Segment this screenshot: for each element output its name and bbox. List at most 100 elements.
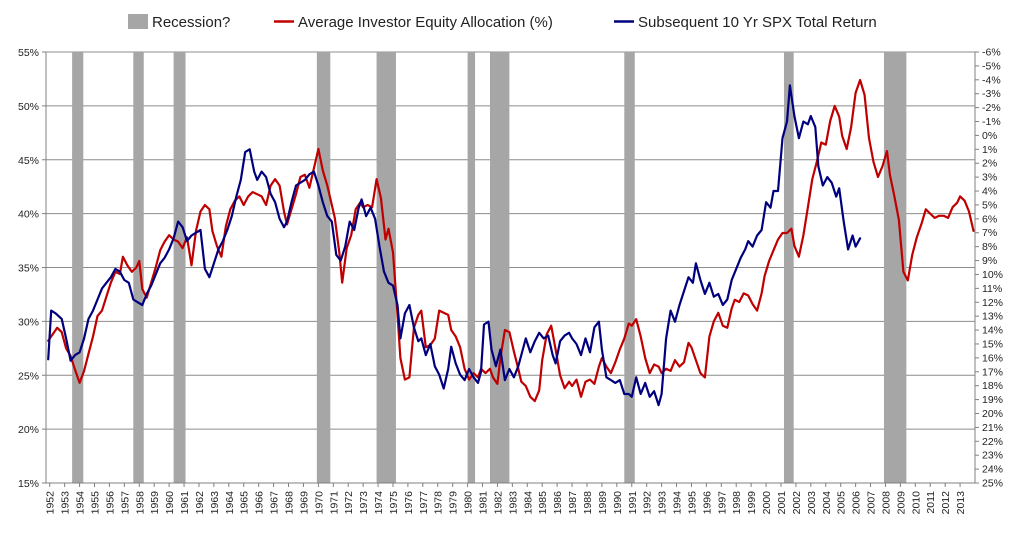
x-tick-label: 2001 xyxy=(776,491,788,515)
right-tick-label: -1% xyxy=(982,116,1001,128)
x-tick-label: 1995 xyxy=(686,491,698,515)
recession-band xyxy=(883,52,907,483)
x-tick-label: 1953 xyxy=(60,491,72,515)
x-tick-label: 2005 xyxy=(836,491,848,515)
x-tick-label: 1961 xyxy=(179,491,191,515)
right-tick-label: 18% xyxy=(982,380,1003,392)
x-tick-label: 2008 xyxy=(880,491,892,515)
right-tick-label: 0% xyxy=(982,130,997,142)
x-tick-label: 1989 xyxy=(597,491,609,515)
right-tick-label: 10% xyxy=(982,269,1003,281)
x-tick-label: 1991 xyxy=(627,491,639,515)
x-tick-label: 1999 xyxy=(746,491,758,515)
right-tick-label: 1% xyxy=(982,144,997,156)
legend-item: Recession? xyxy=(128,14,230,31)
x-tick-label: 1952 xyxy=(45,491,57,515)
left-tick-label: 35% xyxy=(18,263,39,275)
x-tick-label: 1973 xyxy=(358,491,370,515)
x-tick-label: 1957 xyxy=(119,491,131,515)
x-tick-label: 1966 xyxy=(254,491,266,515)
x-tick-label: 2004 xyxy=(821,491,833,515)
x-tick-label: 1963 xyxy=(209,491,221,515)
x-tick-label: 2009 xyxy=(895,491,907,515)
x-tick-label: 2002 xyxy=(791,491,803,515)
recession-band xyxy=(376,52,396,483)
x-tick-label: 2010 xyxy=(910,491,922,515)
right-tick-label: 8% xyxy=(982,241,997,253)
recession-band xyxy=(467,52,476,483)
right-tick-label: 7% xyxy=(982,227,997,239)
recession-band xyxy=(783,52,794,483)
left-tick-label: 25% xyxy=(18,370,39,382)
left-tick-label: 20% xyxy=(18,424,39,436)
right-tick-label: 2% xyxy=(982,158,997,170)
x-tick-label: 1978 xyxy=(433,491,445,515)
right-tick-label: -2% xyxy=(982,102,1001,114)
x-tick-label: 2012 xyxy=(940,491,952,515)
x-tick-label: 1986 xyxy=(552,491,564,515)
x-tick-label: 1987 xyxy=(567,491,579,515)
left-tick-label: 55% xyxy=(18,47,39,59)
right-tick-label: 17% xyxy=(982,366,1003,378)
x-tick-label: 1956 xyxy=(104,491,116,515)
x-tick-label: 1970 xyxy=(313,491,325,515)
x-tick-label: 1964 xyxy=(224,491,236,515)
legend-item: Average Investor Equity Allocation (%) xyxy=(274,14,553,31)
right-tick-label: -3% xyxy=(982,88,1001,100)
recession-bands xyxy=(72,52,907,483)
recession-band xyxy=(489,52,510,483)
x-tick-label: 1980 xyxy=(463,491,475,515)
x-tick-label: 1954 xyxy=(75,491,87,515)
axes: 15% 20% 25% 30% 35% 40% 45% 50% 55% -6%-5% -4% -3% -… xyxy=(18,47,1003,515)
x-tick-label: 1975 xyxy=(388,491,400,515)
right-tick-label: 11% xyxy=(982,283,1002,295)
right-tick-label: 9% xyxy=(982,255,997,267)
x-tick-label: 1958 xyxy=(134,491,146,515)
left-tick-label: 40% xyxy=(18,209,39,221)
right-tick-label: 15% xyxy=(982,338,1003,350)
x-tick-label: 1974 xyxy=(373,491,385,515)
x-tick-label: 1982 xyxy=(492,491,504,515)
x-tick-label: 1984 xyxy=(522,491,534,515)
series-lines xyxy=(47,78,975,407)
series-equity-allocation-line xyxy=(47,78,975,403)
left-tick-label: 45% xyxy=(18,155,39,167)
right-tick-label: 12% xyxy=(982,297,1003,309)
right-tick-label: 13% xyxy=(982,311,1003,323)
right-tick-label: 3% xyxy=(982,172,997,184)
x-tick-label: 1965 xyxy=(239,491,251,515)
recession-band xyxy=(133,52,144,483)
legend-label: Average Investor Equity Allocation (%) xyxy=(298,14,553,31)
right-tick-label: 20% xyxy=(982,408,1003,420)
x-tick-label: 2011 xyxy=(925,491,937,514)
x-tick-label: 1976 xyxy=(403,491,415,515)
right-tick-label: 19% xyxy=(982,394,1003,406)
x-tick-label: 2006 xyxy=(851,491,863,515)
x-tick-label: 1992 xyxy=(642,491,654,515)
right-tick-label: 6% xyxy=(982,213,997,225)
x-tick-label: 1983 xyxy=(507,491,519,515)
right-tick-label: 16% xyxy=(982,352,1003,364)
left-tick-label: 15% xyxy=(18,478,39,490)
x-tick-label: 1962 xyxy=(194,491,206,515)
right-tick-label: 5% xyxy=(982,199,997,211)
x-tick-label: 1981 xyxy=(478,491,490,515)
x-tick-label: 1985 xyxy=(537,491,549,515)
right-tick-label: 22% xyxy=(982,436,1003,448)
right-tick-label: 14% xyxy=(982,325,1003,337)
x-tick-label: 1959 xyxy=(149,491,161,515)
recession-band xyxy=(316,52,331,483)
x-tick-label: 1968 xyxy=(284,491,296,515)
x-tick-label: 2003 xyxy=(806,491,818,515)
x-tick-label: 1979 xyxy=(448,491,460,515)
legend: Recession? Average Investor Equity Alloca… xyxy=(128,14,877,31)
right-tick-label: 24% xyxy=(982,464,1003,476)
legend-label: Recession? xyxy=(152,14,230,31)
x-tick-label: 1960 xyxy=(164,491,176,515)
recession-band xyxy=(624,52,635,483)
x-tick-label: 1994 xyxy=(672,491,684,515)
x-tick-label: 1993 xyxy=(657,491,669,515)
left-tick-label: 50% xyxy=(18,101,39,113)
x-tick-label: 1977 xyxy=(418,491,430,515)
